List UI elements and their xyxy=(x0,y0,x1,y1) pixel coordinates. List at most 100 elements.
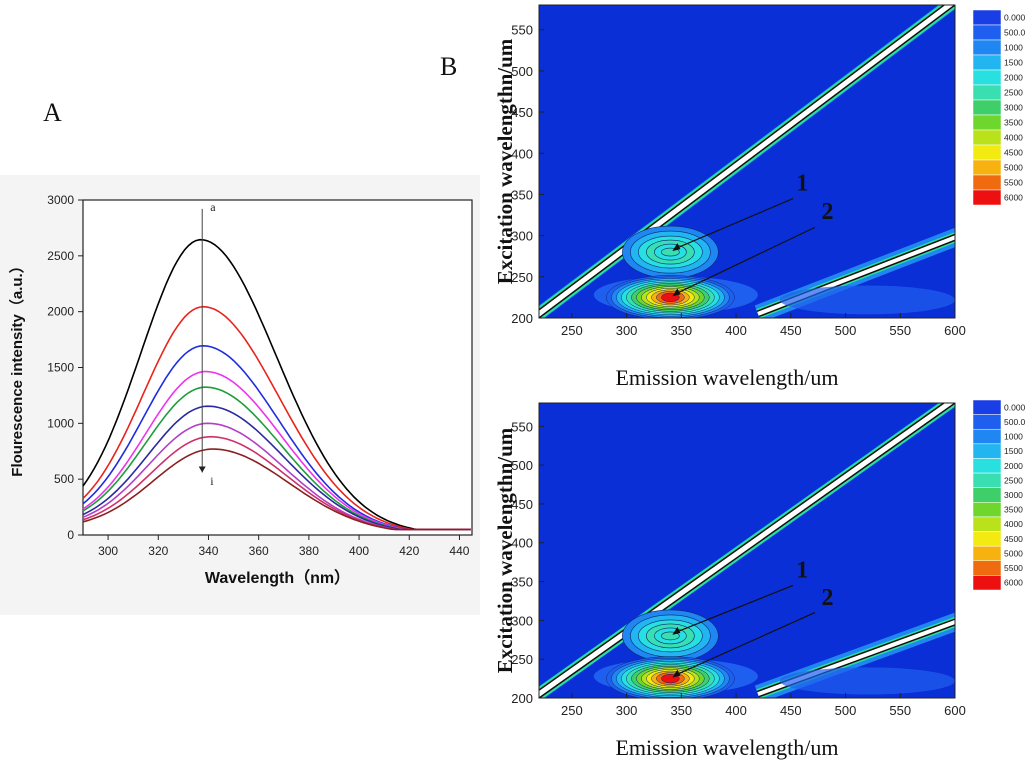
chart-b-plot-area: 250 300 350 400 450 500 550 600 200 250 300 350 400 4… xyxy=(495,4,1026,390)
x-tick-label: 450 xyxy=(780,323,802,338)
x-tick-label: 320 xyxy=(148,544,168,558)
fluorescence-spectra-chart: 300 320 340 360 380 400 420 440 0 500 1000 1500 2000… xyxy=(0,175,480,615)
colorbar-swatch xyxy=(972,24,1002,41)
y-tick-label: 200 xyxy=(511,311,533,326)
panel-label-b: B xyxy=(440,52,458,81)
x-tick-label: 440 xyxy=(449,544,469,558)
colorbar-label: 4000 xyxy=(1004,519,1023,529)
y-tick-label: 300 xyxy=(511,229,533,244)
x-tick-label: 350 xyxy=(670,323,692,338)
colorbar-label: 2000 xyxy=(1004,73,1023,83)
y-tick-label: 450 xyxy=(511,497,533,512)
colorbar-swatch xyxy=(972,443,1002,459)
colorbar-swatch xyxy=(972,560,1002,576)
x-tick-label: 360 xyxy=(249,544,269,558)
y-tick-label: 0 xyxy=(67,528,74,542)
y-tick-label: 300 xyxy=(511,613,533,628)
x-tick-label: 300 xyxy=(616,703,638,718)
peak-arrow-2 xyxy=(674,226,816,295)
contour-blob-tail xyxy=(779,285,955,315)
chart-a-plot-area: 300 320 340 360 380 400 420 440 0 500 1000 1500 2000… xyxy=(8,193,473,587)
x-tick-label: 380 xyxy=(299,544,319,558)
x-tick-label: 250 xyxy=(561,703,583,718)
colorbar-swatch xyxy=(972,69,1002,86)
x-axis-label: Emission wavelength/um xyxy=(615,735,838,760)
colorbar-label: 3500 xyxy=(1004,505,1023,515)
annotation-i: i xyxy=(210,474,214,488)
x-tick-label: 300 xyxy=(616,323,638,338)
colorbar-label: 6000 xyxy=(1004,193,1023,203)
colorbar-swatch xyxy=(972,114,1002,131)
colorbar-swatch xyxy=(972,414,1002,430)
y-tick-label: 350 xyxy=(511,187,533,202)
colorbar-swatch xyxy=(972,487,1002,503)
colorbar-swatch xyxy=(972,84,1002,101)
colorbar-label: 3000 xyxy=(1004,490,1023,500)
colorbar-label: 3000 xyxy=(1004,103,1023,113)
y-tick-label: 350 xyxy=(511,575,533,590)
colorbar-label: 1500 xyxy=(1004,446,1023,456)
x-tick-label: 600 xyxy=(944,703,966,718)
peak-arrow-2 xyxy=(674,612,816,677)
rayleigh-band-white xyxy=(539,5,954,318)
colorbar-label: 4000 xyxy=(1004,133,1023,143)
peak-arrow-1 xyxy=(674,198,794,250)
y-axis-label: Flourescence intensity（a.u.） xyxy=(8,258,26,476)
y-tick-label: 250 xyxy=(511,270,533,285)
x-tick-label: 420 xyxy=(399,544,419,558)
x-tick-label: 500 xyxy=(835,703,857,718)
trend-arrow-head xyxy=(198,466,206,473)
colorbar-swatch xyxy=(972,516,1002,532)
y-tick-label: 1000 xyxy=(47,416,74,430)
x-axis-label: Emission wavelength/um xyxy=(615,365,838,390)
y-tick-label: 500 xyxy=(54,472,74,486)
y-tick-label: 400 xyxy=(511,536,533,551)
y-tick-label: 1500 xyxy=(47,361,74,375)
colorbar-swatch xyxy=(972,39,1002,56)
contour-frame xyxy=(538,4,956,319)
colorbar-swatch xyxy=(972,174,1002,191)
contour-layers xyxy=(539,5,955,318)
colorbar-label: 0.000 xyxy=(1004,402,1026,412)
colorbar-label: 1000 xyxy=(1004,43,1023,53)
y-tick-label: 500 xyxy=(511,458,533,473)
colorbar-label: 2500 xyxy=(1004,88,1023,98)
contour-frame xyxy=(538,402,956,699)
x-tick-label: 250 xyxy=(561,323,583,338)
colorbar-label: 500.0 xyxy=(1004,417,1026,427)
x-tick-label: 450 xyxy=(780,703,802,718)
colorbar-swatch xyxy=(972,458,1002,474)
colorbar-label: 500.0 xyxy=(1004,28,1026,38)
spectrum-line-i xyxy=(82,448,471,531)
colorbar-swatch xyxy=(972,99,1002,116)
y-axis-label: Excitation wavelengthn/um xyxy=(495,427,517,673)
colorbar-label: 5000 xyxy=(1004,548,1023,558)
colorbar-swatch xyxy=(972,9,1002,26)
colorbar-swatch xyxy=(972,428,1002,445)
colorbar-label: 5000 xyxy=(1004,163,1023,173)
colorbar-label: 4500 xyxy=(1004,534,1023,544)
y-tick-label: 550 xyxy=(511,419,533,434)
colorbar-swatch xyxy=(972,531,1002,547)
colorbar-label: 6000 xyxy=(1004,578,1023,588)
x-tick-label: 400 xyxy=(725,703,747,718)
peak-arrow-1 xyxy=(674,584,794,634)
peak-arrow-head-1 xyxy=(672,243,681,252)
colorbar-label: 5500 xyxy=(1004,178,1023,188)
y-tick-label: 3000 xyxy=(47,193,74,207)
chart-a-frame xyxy=(82,199,473,536)
colorbar-swatch xyxy=(972,545,1002,562)
annotation-a: a xyxy=(210,200,216,214)
colorbar-swatch xyxy=(972,502,1002,518)
y-tick-label: 2500 xyxy=(47,249,74,263)
colorbar-swatch xyxy=(972,54,1002,71)
peak-label-1: 1 xyxy=(796,558,808,584)
colorbar-label: 1000 xyxy=(1004,432,1023,442)
rayleigh-band-white xyxy=(539,403,954,698)
y-tick-label: 400 xyxy=(511,146,533,161)
x-tick-label: 500 xyxy=(835,323,857,338)
eem-contour-map-b: 250 300 350 400 450 500 550 600 200 250 300 350 400 4… xyxy=(495,4,1026,390)
peak-label-1: 1 xyxy=(796,170,808,196)
x-tick-label: 550 xyxy=(889,323,911,338)
y-tick-label: 500 xyxy=(511,64,533,79)
